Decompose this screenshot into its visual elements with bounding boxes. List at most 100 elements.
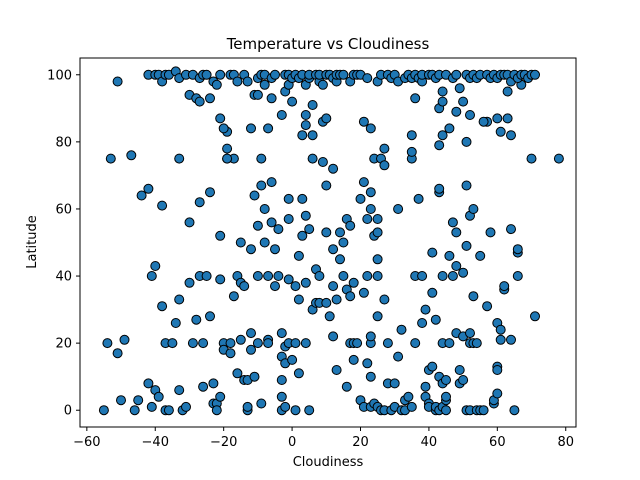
data-point [348, 354, 359, 365]
data-point [232, 368, 243, 379]
data-point [290, 338, 301, 349]
data-point [379, 160, 390, 171]
data-point [184, 217, 195, 228]
data-point [187, 338, 198, 349]
data-point [502, 86, 513, 97]
x-axis-title: Cloudiness [293, 455, 364, 470]
data-point [372, 214, 383, 224]
data-point [300, 120, 311, 131]
data-point [276, 110, 287, 120]
data-point [205, 187, 215, 198]
data-point [321, 113, 332, 124]
data-point [215, 69, 226, 80]
data-point [417, 318, 428, 328]
data-point [307, 100, 318, 110]
data-point [246, 244, 256, 255]
data-point [98, 405, 109, 416]
data-point [372, 254, 383, 265]
data-point [362, 73, 373, 84]
data-point [526, 153, 537, 164]
data-point [396, 324, 407, 335]
data-point [314, 271, 325, 281]
data-point [495, 334, 506, 345]
data-point [304, 224, 315, 235]
data-point [420, 381, 431, 392]
data-point [430, 314, 441, 325]
data-point [331, 294, 342, 305]
data-point [317, 157, 328, 167]
data-point [266, 93, 277, 104]
y-tick-label: 80 [55, 135, 72, 150]
data-point [441, 391, 451, 402]
data-point [280, 401, 291, 412]
data-point [112, 76, 123, 87]
data-point [427, 361, 438, 372]
data-point [492, 388, 503, 399]
data-point [270, 69, 280, 80]
data-point [447, 271, 458, 281]
data-point [273, 224, 284, 235]
data-point [112, 348, 123, 359]
data-point [451, 227, 462, 238]
data-point [146, 271, 157, 281]
data-point [198, 338, 209, 349]
data-point [105, 153, 116, 164]
data-point [317, 79, 328, 90]
data-point [287, 354, 298, 365]
data-point [174, 385, 185, 396]
data-point [451, 261, 462, 271]
data-point [341, 381, 352, 392]
data-point [530, 69, 540, 80]
data-point [290, 281, 301, 292]
data-point [194, 96, 205, 107]
data-point [259, 237, 270, 248]
data-point [252, 89, 263, 100]
y-axis-title: Latitude [25, 215, 40, 269]
data-point [246, 123, 256, 134]
data-point [307, 130, 318, 141]
data-point [365, 204, 376, 214]
data-point [458, 96, 469, 107]
data-point [300, 210, 311, 221]
data-point [328, 163, 339, 174]
x-tick-label: 0 [288, 435, 296, 450]
data-point [184, 277, 195, 288]
data-point [143, 183, 154, 194]
data-point [358, 116, 369, 127]
data-point [266, 177, 277, 188]
data-point [181, 401, 191, 412]
data-point [499, 281, 510, 292]
data-point [506, 130, 516, 141]
data-point [157, 301, 168, 312]
data-point [362, 358, 373, 369]
data-point [150, 261, 161, 271]
data-point [215, 113, 226, 124]
data-point [290, 405, 301, 416]
data-point [263, 338, 274, 349]
data-point [225, 348, 236, 359]
data-point [379, 143, 390, 154]
data-point [273, 271, 284, 281]
data-point [362, 271, 373, 281]
chart-title: Temperature vs Cloudiness [226, 35, 430, 53]
data-point [338, 69, 349, 80]
data-point [259, 204, 270, 214]
data-point [167, 338, 178, 349]
data-point [461, 180, 472, 191]
x-tick-label: 20 [352, 435, 369, 450]
data-point [454, 365, 465, 375]
data-point [468, 291, 479, 302]
data-point [201, 69, 212, 80]
data-point [338, 237, 349, 248]
data-point [471, 338, 482, 349]
data-point [406, 401, 417, 412]
data-point [133, 395, 144, 406]
data-point [307, 153, 318, 164]
data-point [201, 271, 212, 281]
data-point [174, 294, 185, 305]
data-point [252, 220, 263, 231]
data-point [345, 220, 356, 231]
data-point [382, 338, 393, 349]
data-point [157, 200, 168, 211]
data-point [444, 250, 455, 261]
